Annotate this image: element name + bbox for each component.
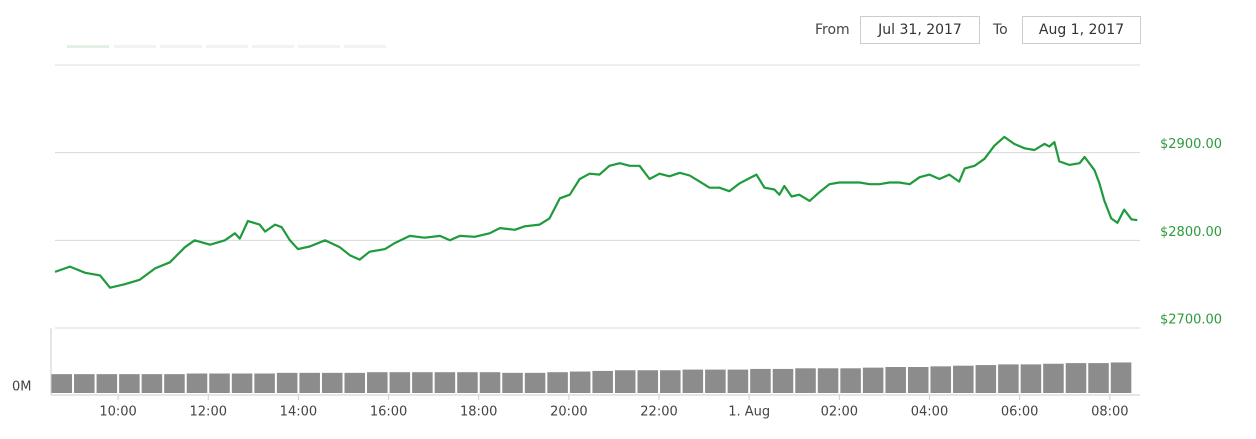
volume-bar xyxy=(637,370,659,393)
x-tick-label: 14:00 xyxy=(280,405,317,420)
range-selector[interactable] xyxy=(67,45,386,48)
volume-bar xyxy=(547,372,568,393)
volume-bar xyxy=(1043,363,1064,393)
volume-bar xyxy=(276,372,298,393)
volume-bar xyxy=(457,372,478,393)
y-tick-label: $2900.00 xyxy=(1160,137,1222,152)
volume-bar xyxy=(1020,364,1042,393)
volume-bar xyxy=(660,370,681,393)
volume-bar xyxy=(119,374,140,393)
x-tick-label: 16:00 xyxy=(370,405,407,420)
volume-bar xyxy=(164,374,185,393)
x-tick-label: 08:00 xyxy=(1091,405,1128,420)
volume-bar xyxy=(367,372,388,393)
volume-bar xyxy=(434,372,456,393)
y-tick-label: $2700.00 xyxy=(1160,313,1222,328)
volume-bar xyxy=(186,373,208,393)
volume-bar xyxy=(614,370,636,393)
volume-bar xyxy=(682,369,704,393)
volume-bar xyxy=(524,372,546,393)
price-line xyxy=(54,135,1138,289)
volume-bar xyxy=(727,369,749,393)
x-tick-label: 10:00 xyxy=(99,405,136,420)
volume-bar xyxy=(389,372,411,393)
from-input[interactable]: Jul 31, 2017 xyxy=(860,16,980,44)
volume-bar xyxy=(750,368,771,393)
x-tick-label: 18:00 xyxy=(460,405,497,420)
volume-bar xyxy=(930,366,952,393)
volume-bar xyxy=(209,373,230,393)
x-tick-label: 1. Aug xyxy=(728,405,770,420)
volume-bar xyxy=(975,365,997,393)
y-tick-label: $2800.00 xyxy=(1160,225,1222,240)
from-label: From xyxy=(815,22,850,38)
x-tick-label: 04:00 xyxy=(911,405,948,420)
volume-bar xyxy=(998,364,1019,393)
x-tick-label: 12:00 xyxy=(190,405,227,420)
volume-bar xyxy=(141,374,163,393)
volume-bar xyxy=(96,374,118,393)
volume-bar xyxy=(479,372,501,393)
volume-bar xyxy=(840,368,861,393)
volume-bar xyxy=(51,374,73,393)
volume-bar xyxy=(953,365,974,393)
volume-bar xyxy=(412,372,433,393)
volume-bar xyxy=(502,372,523,393)
volume-bar xyxy=(817,368,839,393)
volume-bar xyxy=(231,373,253,393)
to-input[interactable]: Aug 1, 2017 xyxy=(1022,16,1141,44)
volume-bar xyxy=(254,373,275,393)
x-tick-label: 02:00 xyxy=(821,405,858,420)
volume-bar xyxy=(592,370,613,393)
volume-bar xyxy=(1110,362,1132,393)
volume-bar xyxy=(885,367,906,393)
x-tick-label: 22:00 xyxy=(640,405,677,420)
volume-bar xyxy=(907,367,929,393)
volume-tick-label: 0M xyxy=(12,380,32,395)
volume-bar xyxy=(705,369,726,393)
x-tick-label: 06:00 xyxy=(1001,405,1038,420)
volume-bar xyxy=(1065,363,1087,393)
x-tick-label: 20:00 xyxy=(550,405,587,420)
volume-bar xyxy=(1088,363,1109,393)
volume-bar xyxy=(569,371,591,393)
volume-bar xyxy=(795,368,816,393)
volume-bar xyxy=(74,374,95,393)
volume-bar xyxy=(344,372,366,393)
to-label: To xyxy=(993,22,1008,38)
volume-bar xyxy=(321,372,343,393)
volume-bar xyxy=(299,372,320,393)
volume-bar xyxy=(772,368,794,393)
volume-bar xyxy=(862,367,884,393)
